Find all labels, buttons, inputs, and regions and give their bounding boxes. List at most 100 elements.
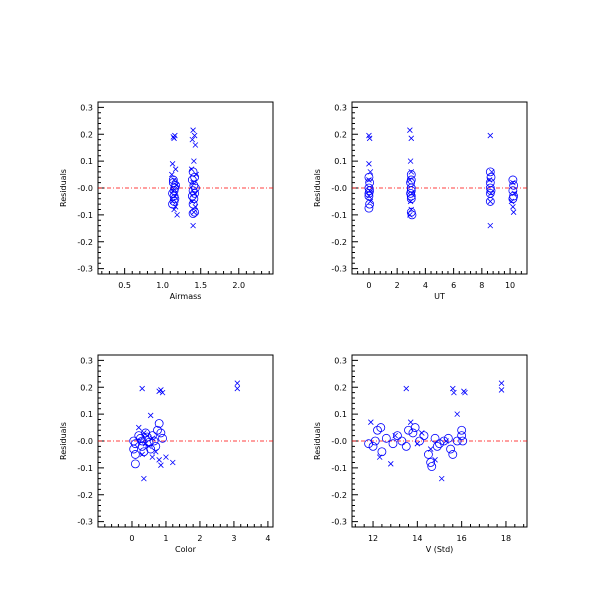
cross-marker <box>169 459 176 466</box>
y-tick-label: -0.2 <box>77 491 93 500</box>
circle-marker <box>435 439 444 449</box>
y-tick-label: -0.1 <box>77 211 93 220</box>
circle-marker <box>368 441 378 451</box>
y-tick-label: 0.1 <box>80 410 93 419</box>
cross-marker <box>408 135 415 142</box>
circle-marker <box>432 441 442 451</box>
circle-marker <box>508 194 518 204</box>
circle-marker <box>168 175 178 185</box>
circle-marker <box>376 423 386 432</box>
y-tick-label: 0.1 <box>334 157 347 166</box>
circle-marker <box>426 458 436 467</box>
cross-marker <box>156 457 162 463</box>
y-tick-label: -0.1 <box>77 464 93 473</box>
cross-marker <box>149 454 156 460</box>
x-tick-label: 1.0 <box>156 281 169 290</box>
y-tick-label: 0.3 <box>334 103 347 112</box>
circle-marker <box>142 432 152 442</box>
circle-marker <box>430 433 440 443</box>
circle-marker <box>486 172 496 182</box>
circle-marker <box>406 175 416 185</box>
x-tick-label: 1 <box>163 534 168 543</box>
circle-marker <box>485 167 495 177</box>
y-tick-label: 0.2 <box>80 383 93 392</box>
circle-marker <box>149 436 159 446</box>
circle-marker <box>130 459 140 469</box>
cross-marker <box>190 222 196 229</box>
circle-marker <box>427 462 437 471</box>
cross-marker <box>190 127 196 134</box>
circle-marker <box>508 175 518 185</box>
cross-marker <box>438 475 445 482</box>
circle-marker <box>364 439 374 449</box>
circle-marker <box>404 425 413 435</box>
y-axis-label: Residuals <box>59 169 68 207</box>
cross-marker <box>159 389 166 396</box>
cross-marker <box>191 158 197 164</box>
x-tick-label: 10 <box>505 281 515 290</box>
y-tick-label: -0.0 <box>77 437 93 446</box>
y-tick-label: -0.1 <box>331 211 347 220</box>
circle-marker <box>370 436 380 446</box>
cross-marker <box>156 388 162 395</box>
cross-marker <box>387 461 394 467</box>
circle-marker <box>137 441 147 451</box>
x-tick-label: 4 <box>423 281 428 290</box>
circle-marker <box>415 436 424 446</box>
circle-marker <box>187 175 197 185</box>
x-tick-label: 16 <box>457 534 467 543</box>
x-tick-label: 12 <box>368 534 378 543</box>
circle-marker <box>147 431 157 441</box>
circle-marker <box>388 439 398 449</box>
circle-marker <box>457 425 467 435</box>
x-tick-label: 0 <box>129 534 134 543</box>
circle-marker <box>397 436 407 446</box>
cross-marker <box>191 132 198 139</box>
cross-marker <box>510 204 516 210</box>
y-tick-label: 0.3 <box>80 103 93 112</box>
circle-marker <box>153 425 162 435</box>
cross-marker <box>498 380 505 387</box>
circle-marker <box>190 172 200 182</box>
circle-marker <box>190 207 200 217</box>
x-tick-label: 4 <box>265 534 270 543</box>
x-tick-label: 2.0 <box>232 281 245 290</box>
cross-marker <box>403 385 410 392</box>
cross-marker <box>135 424 142 431</box>
circle-marker <box>373 425 382 435</box>
circle-marker <box>408 428 418 438</box>
cross-marker <box>408 169 415 175</box>
circle-marker <box>188 209 198 218</box>
circle-marker <box>424 450 433 459</box>
circle-marker <box>446 444 455 454</box>
cross-marker <box>368 419 374 425</box>
panel-1: -0.3 -0.2 -0.1 -0.0 0.1 0.2 0.3 0.5 1.0 1.5 2.0 Air… <box>59 101 274 301</box>
cross-marker <box>192 142 199 148</box>
y-tick-label: -0.3 <box>77 265 93 274</box>
cross-marker <box>487 222 494 229</box>
circle-marker <box>509 180 518 190</box>
cross-marker <box>487 198 494 205</box>
x-tick-label: 0 <box>366 281 371 290</box>
cross-marker <box>234 380 241 387</box>
circle-marker <box>419 431 429 441</box>
y-tick-label: 0.3 <box>334 356 347 365</box>
y-tick-label: -0.0 <box>77 184 93 193</box>
cross-marker <box>366 161 372 167</box>
circle-marker <box>158 433 167 443</box>
circle-marker <box>188 167 198 177</box>
cross-marker <box>510 179 516 186</box>
y-tick-label: -0.1 <box>331 464 347 473</box>
x-tick-label: 3 <box>231 534 236 543</box>
circle-marker <box>393 431 402 441</box>
x-tick-label: 18 <box>501 534 511 543</box>
circle-marker <box>190 188 200 198</box>
y-tick-label: -0.0 <box>331 184 347 193</box>
cross-marker <box>139 385 145 392</box>
circle-marker <box>452 436 462 446</box>
circle-marker <box>443 433 453 443</box>
circle-marker <box>439 436 449 446</box>
cross-marker <box>487 132 494 139</box>
circle-marker <box>407 210 417 220</box>
panel-2: -0.3 -0.2 -0.1 -0.0 0.1 0.2 0.3 0 2 4 6 8 10 UT Residu… <box>313 101 528 301</box>
